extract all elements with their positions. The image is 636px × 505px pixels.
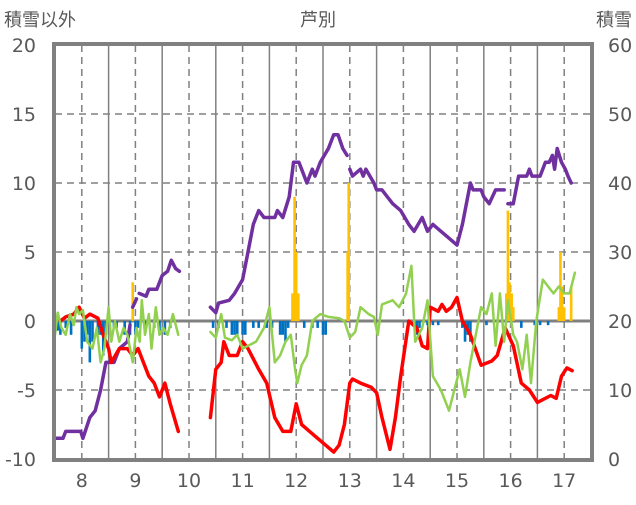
left-y-tick-label: 20 (12, 35, 36, 57)
blue-bar (136, 321, 140, 328)
x-tick-label: 9 (129, 470, 141, 492)
orange-bar (510, 293, 513, 321)
blue-bar (83, 321, 86, 342)
green-series-line (53, 299, 180, 364)
blue-bar (546, 321, 550, 326)
blue-bar (520, 321, 523, 328)
x-tick-label: 14 (391, 470, 415, 492)
green-series-line (209, 264, 577, 412)
blue-bar (302, 321, 306, 328)
blue-bar (324, 321, 327, 335)
chart-title: 芦別 (300, 10, 336, 31)
right-y-tick-label: 50 (608, 104, 632, 126)
left-y-tick-label: -10 (5, 449, 36, 471)
series-lines (53, 132, 577, 454)
right-y-tick-label: 40 (608, 173, 632, 195)
blue-bar (436, 321, 440, 326)
blue-bar (485, 321, 488, 326)
left-axis-label: 積雪以外 (4, 10, 76, 31)
tick-labels: 8 9 10 11 12 13 14 15 16 1720151050-5-10605040302… (5, 35, 632, 492)
blue-bar (278, 321, 282, 335)
blue-bar (225, 321, 228, 328)
x-tick-label: 15 (445, 470, 469, 492)
left-y-tick-label: 0 (24, 311, 36, 333)
x-tick-label: 11 (231, 470, 255, 492)
blue-bar (235, 321, 239, 335)
blue-bar (286, 321, 290, 328)
blue-bar (533, 321, 537, 326)
blue-bar (88, 321, 92, 363)
blue-bar (257, 321, 260, 328)
blue-bar (241, 321, 244, 335)
left-y-tick-label: 10 (12, 173, 36, 195)
blue-bar (284, 321, 287, 342)
gridlines (55, 45, 591, 459)
blue-bar (69, 321, 73, 335)
orange-bar (506, 210, 510, 321)
orange-bar (511, 307, 515, 321)
purple-series-line (348, 167, 506, 247)
blue-bar (252, 321, 255, 328)
x-tick-label: 10 (177, 470, 201, 492)
blue-bar (431, 321, 435, 326)
x-tick-label: 13 (338, 470, 362, 492)
left-y-tick-label: 15 (12, 104, 36, 126)
blue-bar (418, 321, 421, 328)
plot-frame (52, 42, 594, 462)
x-tick-label: 17 (552, 470, 576, 492)
orange-bar (294, 252, 298, 321)
blue-bar (91, 321, 94, 342)
purple-series-line (208, 132, 349, 315)
left-y-tick-label: -5 (17, 380, 36, 402)
orange-bar (297, 293, 300, 321)
purple-series-line (506, 146, 573, 206)
right-y-tick-label: 10 (608, 380, 632, 402)
blue-bar (64, 321, 68, 328)
blue-bar (163, 321, 167, 335)
plot-border (52, 42, 594, 462)
orange-bar (569, 286, 573, 321)
right-y-tick-label: 30 (608, 242, 632, 264)
purple-series-line (130, 297, 139, 309)
blue-bar (80, 321, 84, 349)
blue-bar (85, 321, 89, 335)
blue-bar (265, 321, 269, 328)
orange-bar (562, 307, 566, 321)
x-tick-label: 16 (499, 470, 523, 492)
orange-bar (293, 196, 296, 321)
blue-bar (463, 321, 467, 342)
x-tick-label: 12 (284, 470, 308, 492)
blue-bar (211, 321, 215, 328)
blue-bar (56, 321, 59, 331)
orange-bar (559, 252, 562, 321)
blue-bar (538, 321, 542, 326)
orange-bar (291, 293, 294, 321)
blue-bar (281, 321, 285, 335)
blue-bar (243, 321, 247, 335)
right-axis-label: 積雪 (596, 10, 632, 31)
right-y-tick-label: 0 (608, 449, 620, 471)
blue-bar (233, 321, 236, 335)
orange-bar (508, 282, 511, 321)
orange-bar (347, 183, 351, 321)
orange-bar (560, 286, 564, 321)
orange-bar (557, 307, 561, 321)
blue-bar (230, 321, 234, 335)
blue-bar (461, 321, 464, 328)
orange-bar (131, 282, 135, 321)
blue-bar (321, 321, 325, 335)
left-y-tick-label: 5 (24, 242, 36, 264)
right-y-tick-label: 60 (608, 35, 632, 57)
x-tick-label: 8 (76, 470, 88, 492)
right-y-tick-label: 20 (608, 311, 632, 333)
blue-bar (316, 321, 319, 328)
purple-series-line (137, 258, 182, 298)
